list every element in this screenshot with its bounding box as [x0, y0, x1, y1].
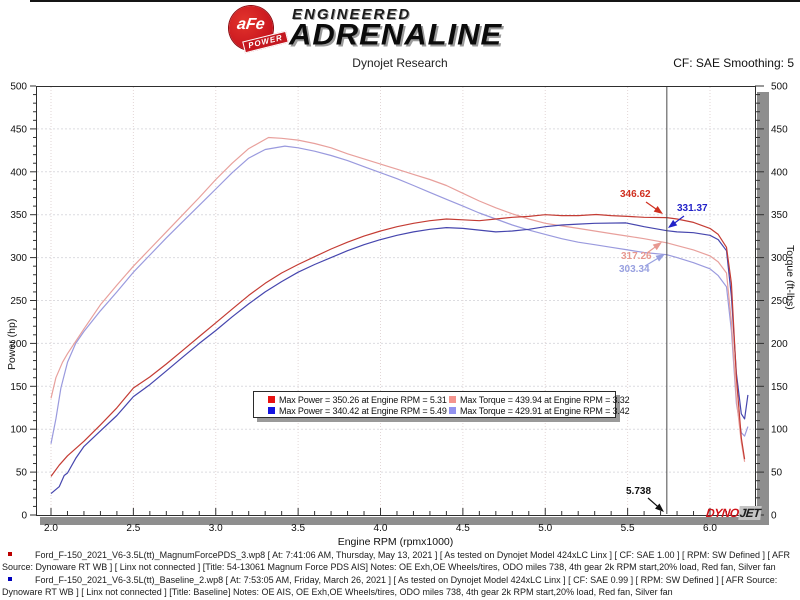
window-top-strip: [30, 0, 800, 2]
y-tick-label-right: 100: [771, 425, 788, 436]
torque-baseline-curve: [50, 145, 749, 444]
annotation-label: 331.37: [677, 203, 708, 214]
legend-swatch-pink: [449, 396, 456, 403]
annotation-label: 346.62: [620, 189, 651, 200]
dynojet-logo-dyno: DYNO: [705, 506, 740, 520]
y-tick-label-left: 250: [10, 296, 27, 307]
annotation-label: 303.34: [619, 264, 650, 275]
x-tick-label: 3.5: [291, 523, 305, 534]
x-tick-label: 2.5: [126, 523, 140, 534]
annotation-arrowhead: [654, 503, 664, 512]
dynojet-logo: DYNOJET: [705, 506, 762, 520]
x-axis-title: Engine RPM (rpmx1000): [337, 536, 454, 548]
smoothing-setting: CF: SAE Smoothing: 5: [673, 56, 794, 70]
legend-item-max-torque-1: Max Torque = 439.94 at Engine RPM = 3.32: [449, 394, 630, 405]
dyno-chart[interactable]: 2.0 2.5 3.0 3.5 4.0 4.5 5.0 5.5 6.0 0 0 50 50 100 100 1…: [0, 0, 800, 550]
y-tick-label-right: 200: [771, 339, 788, 350]
run-bullet-magnumforce: [8, 552, 12, 556]
y-axis-title-torque: Torque (ft-lbs): [784, 245, 796, 310]
y-tick-label-left: 300: [10, 253, 27, 264]
legend-swatch-lightblue: [449, 407, 456, 414]
y-tick-label-left: 350: [10, 210, 27, 221]
y-tick-label-right: 250: [771, 296, 788, 307]
y-tick-label-right: 150: [771, 382, 788, 393]
run-info-magnumforce: Ford_F-150_2021_V6-3.5L(tt)_MagnumForceP…: [2, 550, 791, 572]
plot-border: [36, 86, 756, 516]
x-tick-label: 2.0: [44, 523, 58, 534]
legend-label: Max Torque = 439.94 at Engine RPM = 3.32: [460, 394, 630, 405]
report-title: Dynojet Research: [352, 56, 448, 70]
y-tick-label-right: 500: [771, 82, 788, 93]
run-info-baseline: Ford_F-150_2021_V6-3.5L(tt)_Baseline_2.w…: [2, 575, 778, 597]
legend-label: Max Power = 340.42 at Engine RPM = 5.49: [279, 405, 447, 416]
annotation-arrowhead: [652, 242, 662, 251]
legend-item-max-torque-2: Max Torque = 429.91 at Engine RPM = 3.42: [449, 405, 630, 416]
y-tick-label-right: 50: [771, 468, 783, 479]
chart-legend: Max Power = 350.26 at Engine RPM = 5.31 …: [253, 391, 630, 418]
torque-magnumforce-curve: [50, 136, 746, 462]
plot-shadow-right: [757, 92, 769, 525]
y-tick-label-left: 100: [10, 425, 27, 436]
legend-label: Max Power = 350.26 at Engine RPM = 5.31: [279, 394, 447, 405]
x-tick-label: 4.5: [456, 523, 470, 534]
y-axis-title-power: Power (hp): [6, 318, 18, 370]
run-bullet-baseline: [8, 577, 12, 581]
legend-label: Max Torque = 429.91 at Engine RPM = 3.42: [460, 405, 630, 416]
legend-item-max-power-2: Max Power = 340.42 at Engine RPM = 5.49: [268, 406, 449, 416]
y-tick-label-right: 300: [771, 253, 788, 264]
x-tick-label: 5.0: [538, 523, 552, 534]
registered-mark: ®: [271, 11, 275, 17]
y-tick-label-left: 200: [10, 339, 27, 350]
logo-engineered-text: ENGINEERED: [292, 6, 412, 23]
y-tick-label-left: 400: [10, 167, 27, 178]
y-tick-label-right: 350: [771, 210, 788, 221]
x-tick-label: 5.5: [621, 523, 635, 534]
y-tick-label-left: 500: [10, 82, 27, 93]
dynojet-logo-jet: JET: [737, 506, 762, 520]
annotation-label: 5.738: [626, 486, 652, 497]
annotation-arrowhead: [668, 219, 678, 228]
y-tick-label-right: 0: [771, 511, 777, 522]
y-tick-label-left: 450: [10, 124, 27, 135]
power-baseline-curve: [50, 222, 749, 495]
y-tick-label-left: 50: [16, 468, 28, 479]
x-tick-label: 3.0: [209, 523, 223, 534]
x-tick-label: 6.0: [703, 523, 717, 534]
legend-swatch-blue: [268, 407, 275, 414]
y-tick-label-right: 450: [771, 124, 788, 135]
legend-swatch-red: [268, 396, 275, 403]
plot-shadow-bottom: [40, 517, 769, 525]
annotation-label: 317.26: [621, 251, 652, 262]
annotation-arrowhead: [653, 206, 663, 214]
legend-item-max-power-1: Max Power = 350.26 at Engine RPM = 5.31: [268, 395, 449, 405]
logo-adrenaline-text: ADRENALINE: [289, 17, 503, 52]
x-tick-label: 4.0: [374, 523, 388, 534]
annotation-arrowhead: [655, 254, 665, 262]
y-tick-label-left: 150: [10, 382, 27, 393]
y-tick-label-left: 0: [21, 511, 27, 522]
y-tick-label-right: 400: [771, 167, 788, 178]
